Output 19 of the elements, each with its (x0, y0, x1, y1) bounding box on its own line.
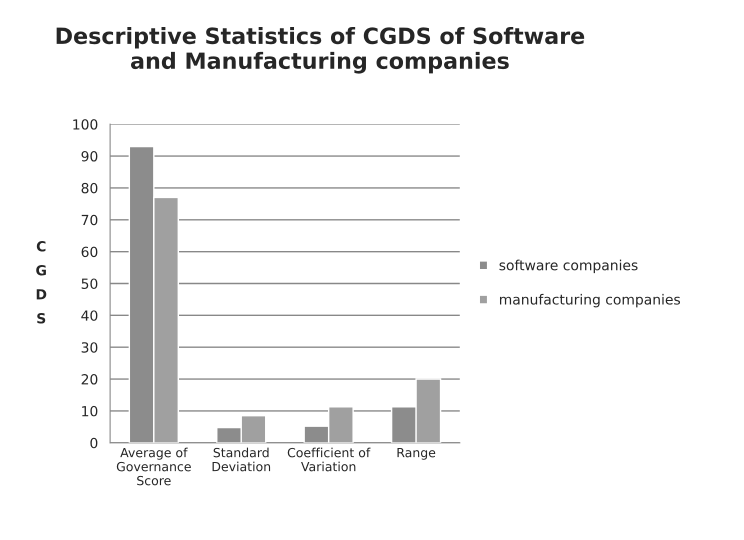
x-tick-label: Range (398, 448, 436, 460)
y-tick-label: 20 (82, 374, 98, 385)
y-tick-label: 70 (82, 214, 98, 226)
legend-label: software companies (499, 260, 638, 274)
y-axis-title: CGDS (36, 241, 46, 324)
y-tick-label: 40 (81, 310, 98, 321)
y-tick-label: 100 (73, 119, 98, 130)
y-tick-label: 30 (82, 342, 98, 353)
y-tick-label: 0 (90, 438, 98, 448)
x-tick-label: Standard Deviation (212, 448, 270, 472)
x-tick-label: Coefficient of Variation (288, 448, 371, 472)
x-tick-label: Average of Governance Score (116, 448, 191, 486)
y-tick-label: 10 (82, 406, 98, 416)
y-tick-label: 80 (82, 182, 98, 194)
y-tick-label: 50 (82, 278, 98, 289)
y-tick-label: 90 (82, 151, 98, 162)
chart-title: Descriptive Statistics of CGDS of Software and Manufacturing companies (56, 27, 584, 74)
legend-label: manufacturing companies (500, 294, 680, 308)
y-tick-label: 60 (82, 246, 98, 258)
